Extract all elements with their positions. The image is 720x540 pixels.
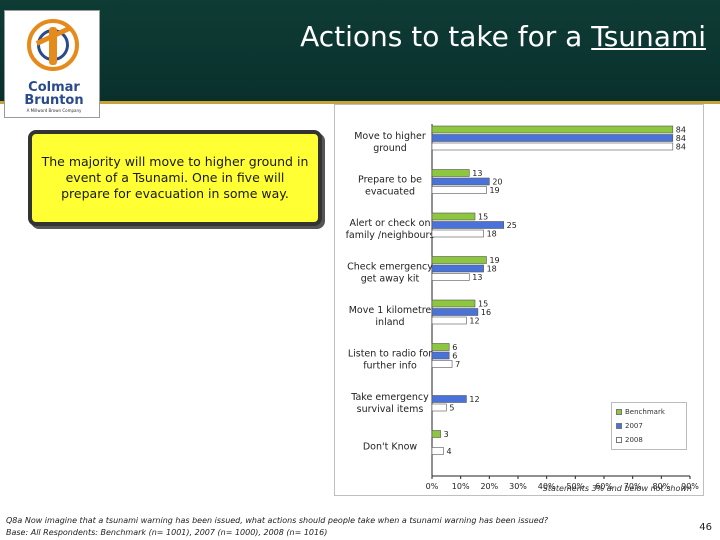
legend-item-2008: 2008 <box>616 433 682 447</box>
chart-footnote: Statements 3% and below not shown <box>542 484 692 493</box>
page-title: Actions to take for a Tsunami <box>300 20 706 53</box>
survey-base: Base: All Respondents: Benchmark (n= 100… <box>6 528 328 537</box>
legend-item-benchmark: Benchmark <box>616 405 682 419</box>
chart-legend: Benchmark 2007 2008 <box>611 402 687 450</box>
header-bar: Colmar Brunton A Millward Brown Company … <box>0 0 720 118</box>
legend-item-2007: 2007 <box>616 419 682 433</box>
survey-question: Q8a Now imagine that a tsunami warning h… <box>6 516 549 525</box>
summary-callout: The majority will move to higher ground … <box>28 130 322 226</box>
logo-wordmark: Colmar Brunton <box>24 80 84 108</box>
page-number: 46 <box>699 522 712 533</box>
legend-swatch-benchmark <box>616 409 622 415</box>
legend-swatch-2007 <box>616 423 622 429</box>
logo-tagline: A Millward Brown Company <box>26 108 82 113</box>
company-logo: Colmar Brunton A Millward Brown Company <box>4 10 100 118</box>
legend-swatch-2008 <box>616 437 622 443</box>
